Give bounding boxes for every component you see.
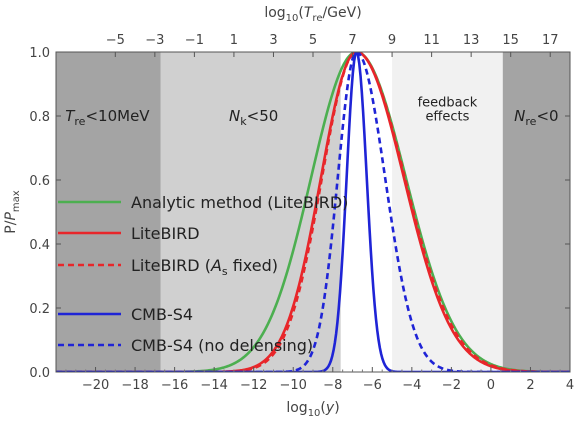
x-tick-label: −16 bbox=[161, 378, 188, 393]
x-top-tick-label: 5 bbox=[309, 33, 317, 48]
x-top-tick-label: −5 bbox=[106, 33, 125, 48]
region-label: Tre<10MeV bbox=[65, 107, 150, 128]
x-tick-label: −8 bbox=[323, 378, 342, 393]
x-top-tick-label: −3 bbox=[145, 33, 164, 48]
y-tick-label: 1.0 bbox=[29, 46, 50, 61]
x-top-tick-label: 7 bbox=[348, 33, 356, 48]
region-3 bbox=[502, 52, 570, 372]
x-tick-label: −6 bbox=[363, 378, 382, 393]
region-1 bbox=[160, 52, 341, 372]
x-tick-label: 0 bbox=[487, 378, 495, 393]
y-tick-label: 0.0 bbox=[29, 366, 50, 381]
y-tick-label: 0.4 bbox=[29, 238, 50, 253]
legend-label-0: Analytic method (LiteBIRD) bbox=[131, 193, 348, 212]
curve-2 bbox=[56, 52, 570, 372]
x-tick-label: −20 bbox=[82, 378, 109, 393]
x-top-tick-label: −1 bbox=[185, 33, 204, 48]
x-tick-label: 4 bbox=[566, 378, 574, 393]
x-top-tick-label: 1 bbox=[230, 33, 238, 48]
region-0 bbox=[56, 52, 161, 372]
y-tick-label: 0.6 bbox=[29, 174, 50, 189]
x-top-tick-label: 9 bbox=[388, 33, 396, 48]
shaded-regions bbox=[56, 52, 570, 372]
y-axis-title: P/Pmax bbox=[3, 190, 22, 233]
region-label: Nk<50 bbox=[229, 107, 278, 128]
region-label-line: feedback bbox=[418, 95, 478, 110]
x-top-tick-label: 15 bbox=[502, 33, 519, 48]
x-top-tick-label: 17 bbox=[542, 33, 559, 48]
region-label-line: effects bbox=[425, 109, 469, 124]
legend: Analytic method (LiteBIRD) LiteBIRD LiteBI… bbox=[58, 193, 348, 355]
axis-ticks: −20 −18 −16 −14 −12 −10 −8 −6 −4 −2 0 2 4−5 −3 −1 1 3 5 7 9… bbox=[29, 33, 574, 393]
y-tick-label: 0.2 bbox=[29, 302, 50, 317]
x-top-tick-label: 11 bbox=[423, 33, 440, 48]
x-tick-label: −18 bbox=[121, 378, 148, 393]
x-top-axis-title: log10(Tre/GeV) bbox=[264, 5, 361, 24]
x-top-tick-label: 3 bbox=[269, 33, 277, 48]
x-tick-label: −2 bbox=[442, 378, 461, 393]
x-axis-title: log10(y) bbox=[286, 400, 339, 419]
region-label: Nre<0 bbox=[514, 107, 558, 128]
x-tick-label: −4 bbox=[402, 378, 421, 393]
x-tick-label: 2 bbox=[526, 378, 534, 393]
x-tick-label: −14 bbox=[200, 378, 227, 393]
x-tick-label: −10 bbox=[280, 378, 307, 393]
legend-label-3: CMB-S4 bbox=[131, 305, 193, 324]
y-tick-label: 0.8 bbox=[29, 110, 50, 125]
legend-label-2: LiteBIRD (As fixed) bbox=[131, 256, 278, 278]
x-top-tick-label: 13 bbox=[463, 33, 480, 48]
legend-label-4: CMB-S4 (no delensing) bbox=[131, 336, 313, 355]
x-tick-label: −12 bbox=[240, 378, 267, 393]
legend-label-1: LiteBIRD bbox=[131, 224, 200, 243]
